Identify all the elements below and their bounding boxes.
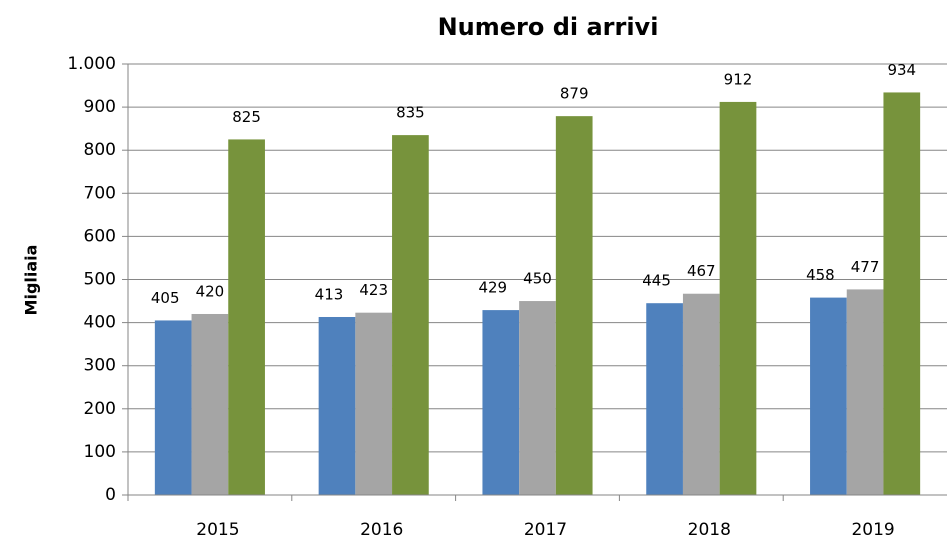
- data-label: 467: [687, 262, 716, 280]
- bar: [519, 301, 556, 495]
- chart-title: Numero di arrivi: [438, 13, 659, 41]
- y-tick-label: 1.000: [67, 54, 116, 74]
- y-tick-label: 100: [84, 442, 116, 462]
- bar: [392, 135, 429, 496]
- data-label: 912: [724, 70, 753, 88]
- bar: [810, 297, 847, 495]
- bar: [482, 310, 520, 495]
- data-label: 458: [806, 266, 835, 284]
- y-tick-label: 0: [105, 485, 116, 505]
- y-tick-label: 200: [84, 399, 116, 419]
- x-tick-label: 2015: [196, 520, 239, 540]
- data-label: 450: [523, 270, 552, 288]
- y-tick-label: 600: [84, 226, 116, 246]
- data-label: 405: [151, 289, 180, 307]
- data-label: 420: [196, 282, 225, 300]
- x-tick-label: 2018: [688, 520, 731, 540]
- bar: [719, 101, 757, 495]
- bar: [682, 293, 720, 495]
- bar: [154, 320, 192, 495]
- bar: [883, 92, 921, 496]
- bar: [228, 139, 265, 496]
- y-tick-label: 400: [84, 313, 116, 333]
- bar: [555, 116, 593, 495]
- data-label: 445: [642, 272, 671, 290]
- y-tick-label: 900: [84, 97, 116, 117]
- data-label: 413: [315, 285, 344, 303]
- data-label: 429: [478, 279, 507, 297]
- x-tick-label: 2019: [851, 520, 894, 540]
- bar: [191, 313, 229, 495]
- bar: [318, 316, 356, 495]
- data-label: 825: [232, 108, 261, 126]
- data-label: 477: [851, 258, 880, 276]
- y-tick-label: 300: [84, 356, 116, 376]
- data-label: 835: [396, 104, 425, 122]
- x-tick-label: 2016: [360, 520, 403, 540]
- data-label: 879: [560, 85, 589, 103]
- y-tick-label: 500: [84, 270, 116, 290]
- x-tick-label: 2017: [524, 520, 567, 540]
- bar: [355, 312, 393, 495]
- bar: [646, 303, 683, 495]
- y-tick-label: 700: [84, 183, 116, 203]
- bar: [846, 289, 884, 495]
- y-tick-label: 800: [84, 140, 116, 160]
- data-label: 934: [887, 61, 916, 79]
- y-axis-label: Migliaia: [22, 245, 41, 316]
- data-label: 423: [359, 281, 388, 299]
